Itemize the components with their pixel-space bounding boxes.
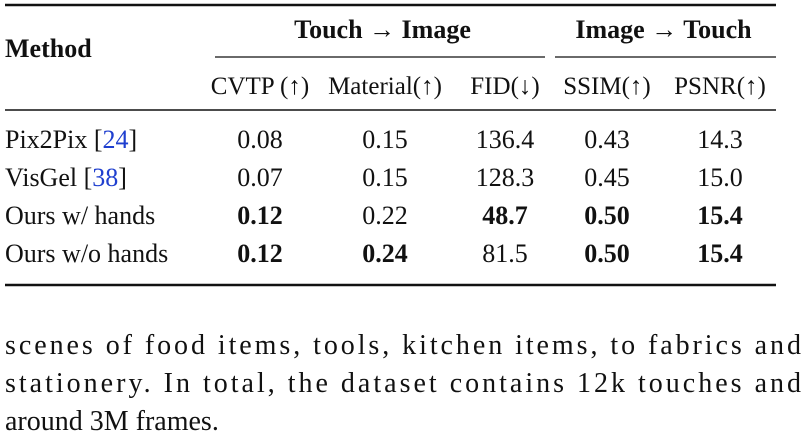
cell: 14.3 [697, 125, 743, 154]
cell: 0.08 [237, 125, 283, 154]
method-name: Ours w/o hands [5, 239, 168, 268]
paragraph-line: scenes of food items, tools, kitchen ite… [5, 330, 801, 361]
method-name: Pix2Pix [ [5, 125, 103, 154]
cell: 0.22 [362, 201, 408, 230]
method-name: VisGel [ [5, 163, 92, 192]
citation: 38 [92, 163, 118, 192]
column-header: CVTP (↑) [211, 73, 309, 100]
cell: 0.43 [584, 125, 630, 154]
column-header: SSIM(↑) [563, 73, 651, 100]
cell: 0.45 [584, 163, 630, 192]
group-header: Touch → Image [294, 15, 471, 44]
cell: 0.07 [237, 163, 283, 192]
method-cell: VisGel [38] [5, 163, 127, 192]
cell: 0.12 [237, 201, 283, 230]
cell: 0.15 [362, 125, 408, 154]
method-name: Ours w/ hands [5, 201, 155, 230]
column-header: FID(↓) [470, 73, 539, 100]
group-header: Image → Touch [575, 15, 752, 44]
citation: 24 [103, 125, 129, 154]
cell: 15.4 [697, 201, 743, 230]
method-name: ] [129, 125, 138, 154]
column-header: PSNR(↑) [674, 73, 766, 100]
method-name: ] [118, 163, 127, 192]
cell: 128.3 [476, 163, 535, 192]
paragraph-line: stationery. In total, the dataset contai… [5, 368, 801, 399]
column-header: Material(↑) [328, 73, 442, 100]
cell: 15.4 [697, 239, 743, 268]
method-cell: Pix2Pix [24] [5, 125, 137, 154]
method-cell: Ours w/o hands [5, 239, 168, 268]
method-header: Method [5, 34, 92, 63]
cell: 81.5 [482, 239, 528, 268]
paragraph-line: around 3M frames. [5, 406, 219, 437]
cell: 0.24 [362, 239, 408, 268]
cell: 0.50 [584, 239, 630, 268]
cell: 0.50 [584, 201, 630, 230]
method-cell: Ours w/ hands [5, 201, 155, 230]
cell: 15.0 [697, 163, 743, 192]
cell: 136.4 [476, 125, 535, 154]
cell: 0.12 [237, 239, 283, 268]
cell: 0.15 [362, 163, 408, 192]
cell: 48.7 [482, 201, 528, 230]
